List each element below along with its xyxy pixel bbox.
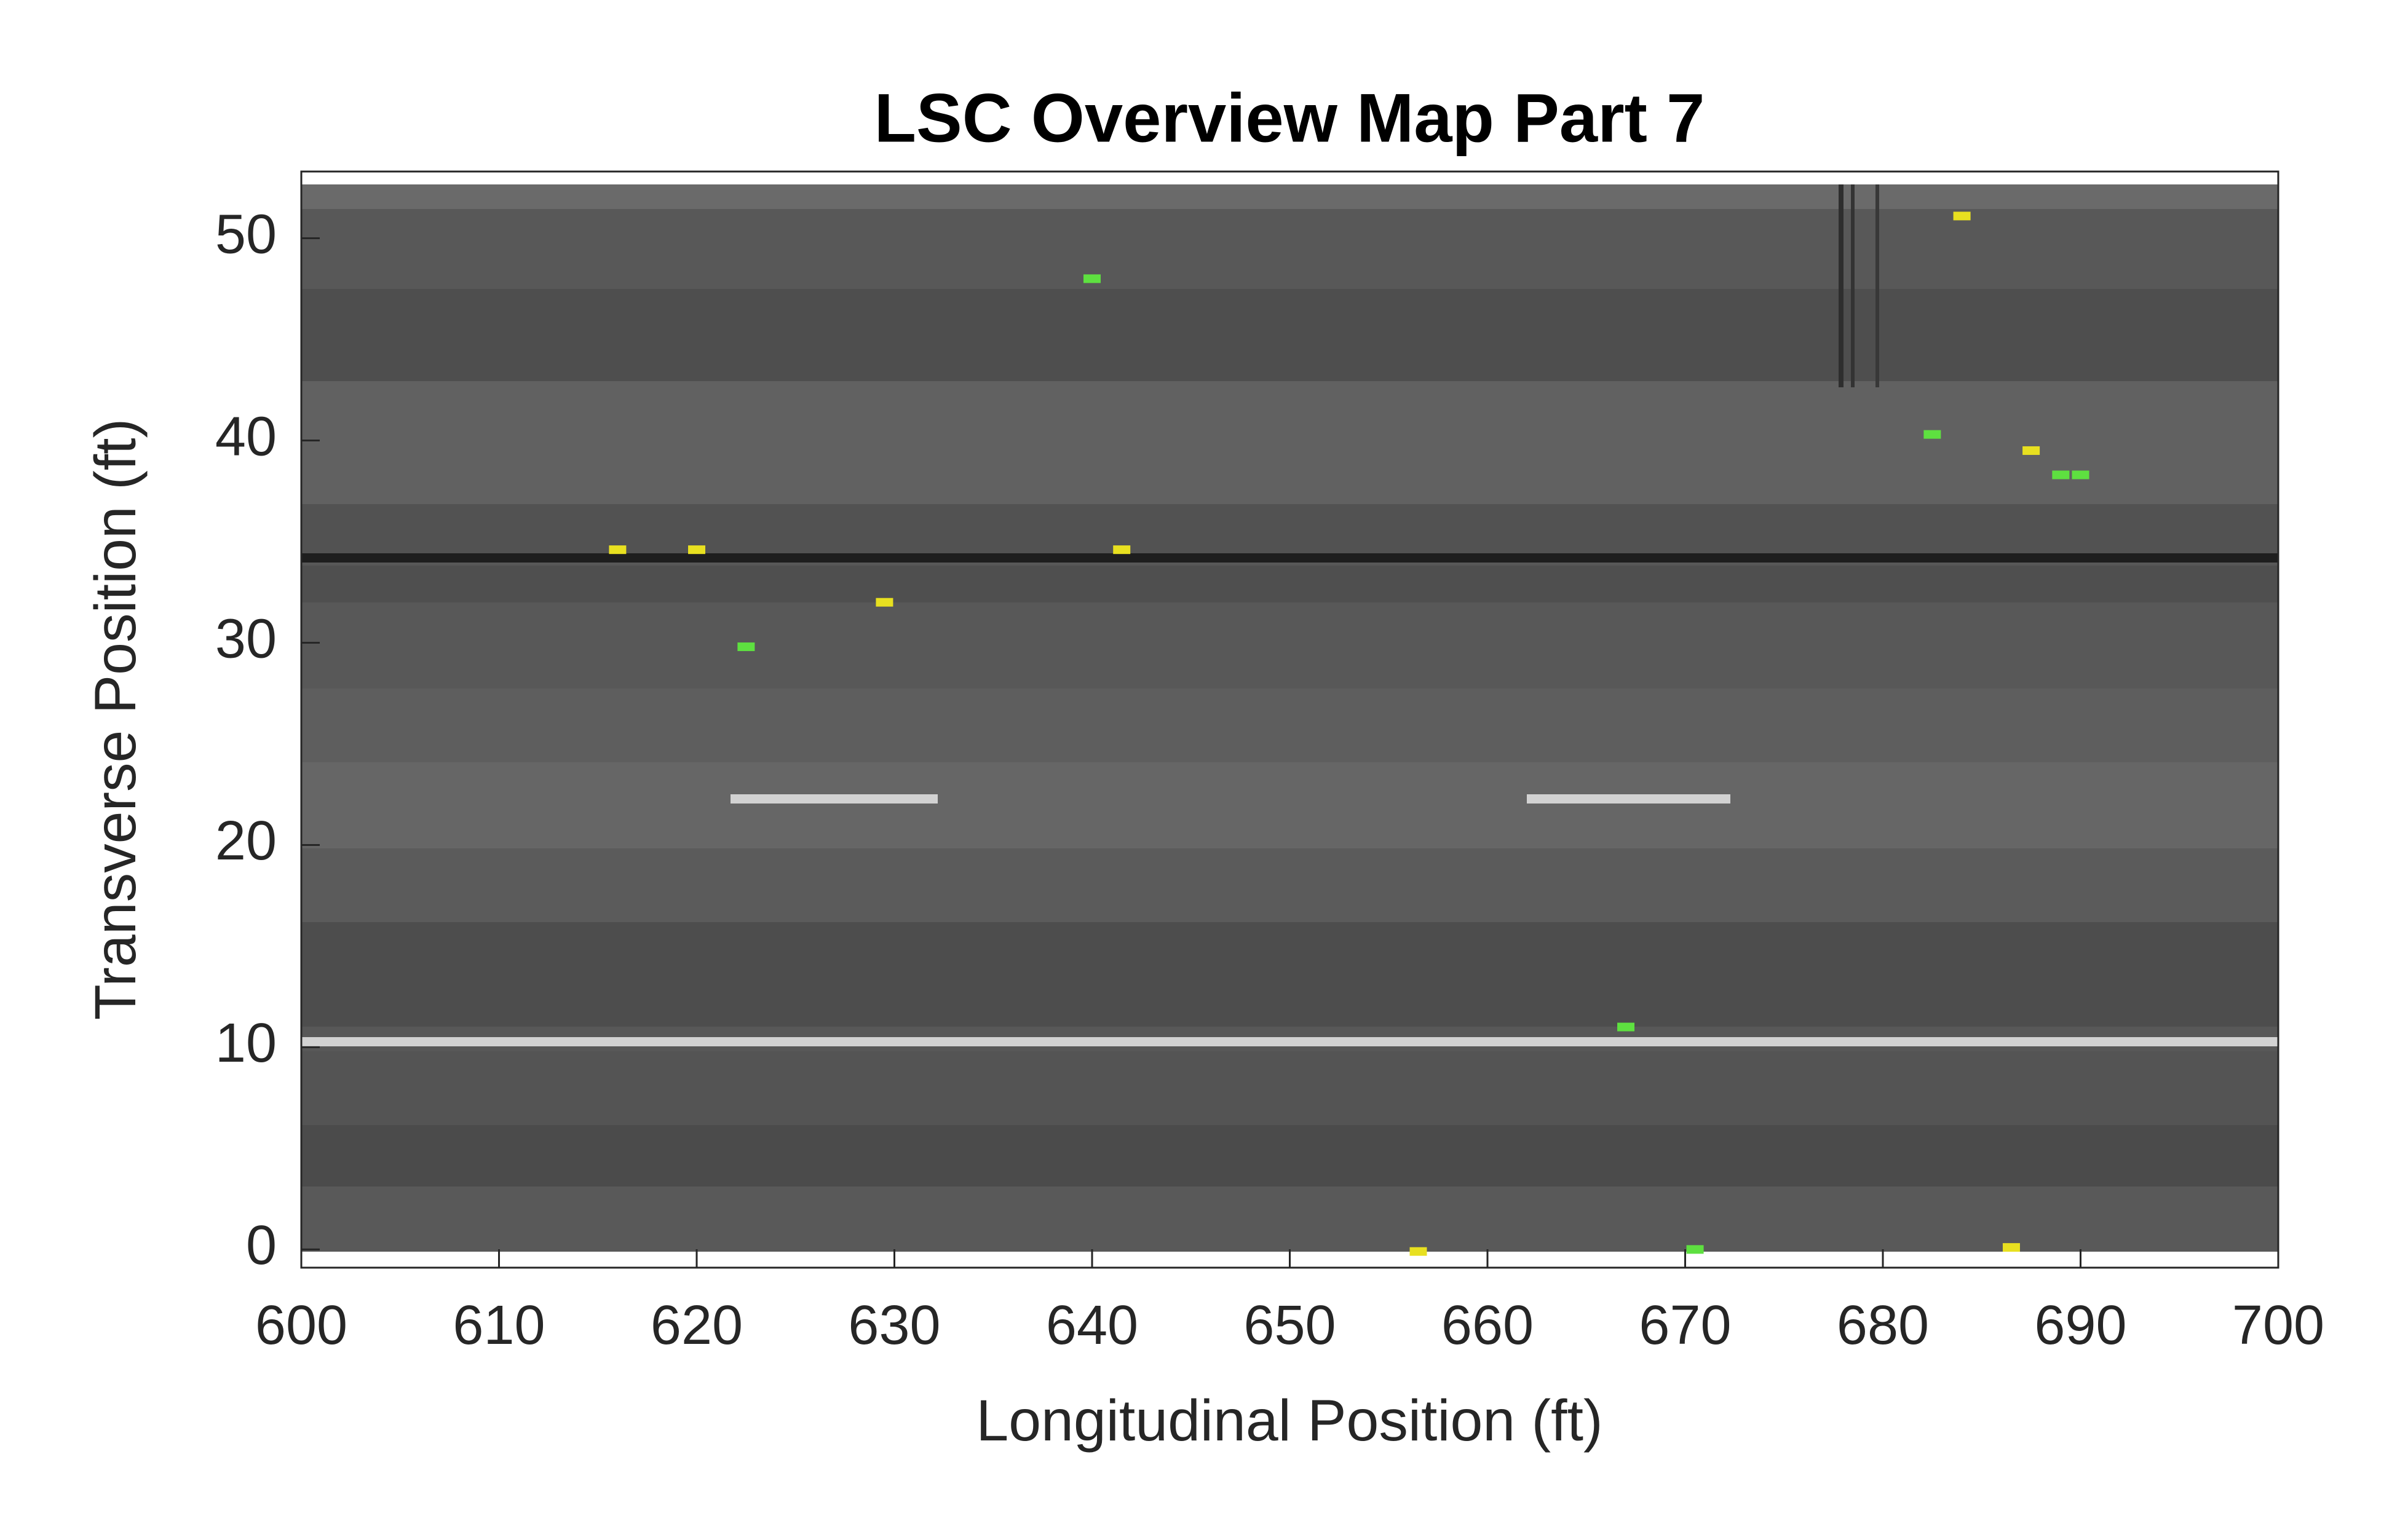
distress-marker (1113, 545, 1131, 555)
distress-marker (1083, 274, 1101, 283)
y-tick-label: 0 (246, 1215, 277, 1276)
y-tick-label: 20 (215, 810, 277, 872)
y-tick-label: 50 (215, 203, 277, 265)
y-tick-label: 30 (215, 608, 277, 669)
distress-marker (1409, 1247, 1427, 1256)
distress-marker (688, 545, 705, 555)
band (301, 184, 2278, 209)
lane-line-white (301, 1037, 2278, 1046)
lane-line-dark (301, 553, 2278, 563)
band (301, 689, 2278, 762)
x-tick-label: 620 (651, 1295, 743, 1356)
distress-marker (2002, 1243, 2020, 1252)
distress-marker (1617, 1022, 1635, 1032)
x-tick-label: 610 (453, 1295, 545, 1356)
distress-marker (2022, 446, 2040, 455)
x-tick-label: 660 (1441, 1295, 1534, 1356)
lane-dash (1527, 794, 1730, 804)
lane-dash (731, 794, 938, 804)
band (301, 1187, 2278, 1252)
distress-marker (1923, 430, 1941, 439)
x-tick-label: 600 (255, 1295, 347, 1356)
band (301, 504, 2278, 553)
x-tick-label: 630 (848, 1295, 940, 1356)
distress-marker (1686, 1245, 1704, 1254)
distress-marker (737, 642, 755, 652)
distress-marker (1953, 211, 1971, 221)
band (301, 848, 2278, 922)
x-tick-label: 670 (1639, 1295, 1731, 1356)
band (301, 289, 2278, 381)
y-tick-label: 10 (215, 1013, 277, 1074)
streak (1851, 184, 1855, 387)
streak (1875, 184, 1879, 387)
x-tick-label: 650 (1243, 1295, 1336, 1356)
x-tick-label: 680 (1837, 1295, 1929, 1356)
band (301, 566, 2278, 602)
distress-marker (2072, 470, 2089, 480)
y-axis-label: Transverse Position (ft) (83, 419, 148, 1020)
band (301, 381, 2278, 504)
band (301, 922, 2278, 1027)
x-axis-label: Longitudinal Position (ft) (976, 1388, 1602, 1453)
pavement-image (301, 172, 2278, 1268)
band (301, 1125, 2278, 1187)
distress-marker (2052, 470, 2070, 480)
x-tick-label: 690 (2034, 1295, 2126, 1356)
chart-title: LSC Overview Map Part 7 (874, 80, 1705, 157)
x-tick-label: 640 (1046, 1295, 1138, 1356)
band (301, 1051, 2278, 1125)
x-tick-label: 700 (2232, 1295, 2324, 1356)
distress-marker (609, 545, 627, 555)
y-tick-label: 40 (215, 406, 277, 467)
streak (1839, 184, 1844, 387)
band (301, 762, 2278, 848)
distress-marker (876, 598, 893, 607)
